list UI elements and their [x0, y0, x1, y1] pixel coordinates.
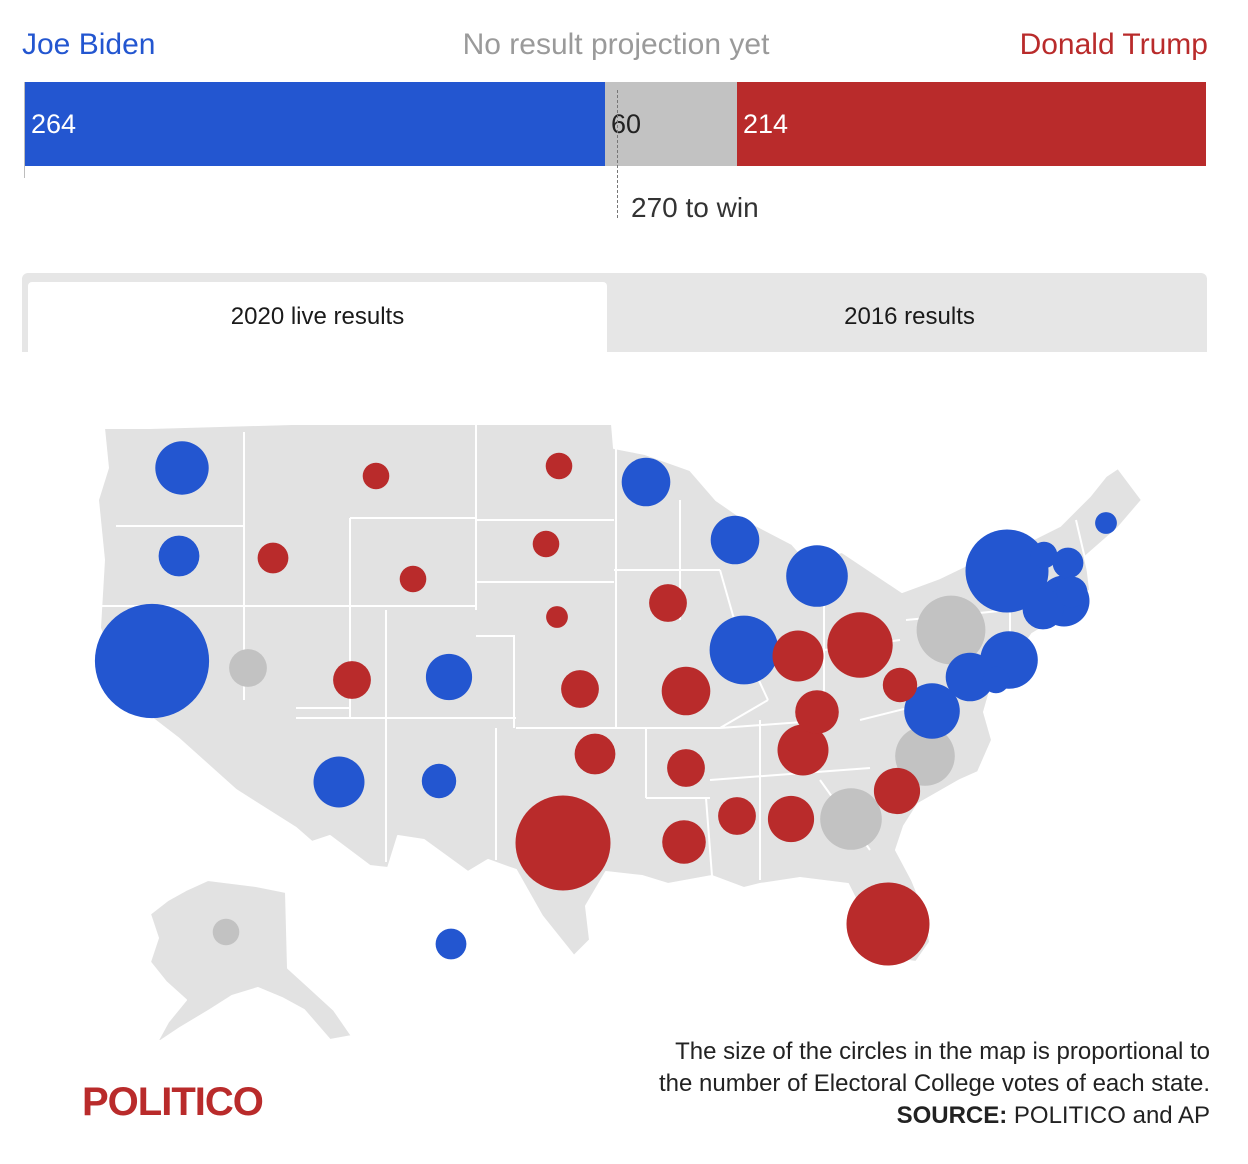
- source-text: POLITICO and AP: [1013, 1102, 1210, 1129]
- state-bubble-co[interactable]: [425, 653, 473, 701]
- state-bubble-ia[interactable]: [649, 584, 687, 622]
- state-bubble-ct[interactable]: [1022, 588, 1064, 630]
- state-bubble-ky[interactable]: [795, 690, 839, 734]
- state-bubble-ks[interactable]: [561, 670, 599, 708]
- state-bubble-ri[interactable]: [1056, 576, 1088, 608]
- state-bubble-ar[interactable]: [667, 749, 705, 787]
- no-result-label: No result projection yet: [462, 28, 770, 61]
- no-result-votes-value: 60: [611, 108, 642, 139]
- state-bubble-wv[interactable]: [882, 667, 918, 703]
- state-bubble-sd[interactable]: [532, 530, 560, 558]
- state-bubble-al[interactable]: [767, 795, 815, 843]
- state-bubble-wa[interactable]: [155, 441, 209, 495]
- state-bubble-ga[interactable]: [820, 788, 882, 850]
- state-bubble-vt[interactable]: [1030, 541, 1058, 569]
- state-bubble-mo[interactable]: [661, 666, 711, 716]
- state-bubble-me[interactable]: [1095, 512, 1117, 534]
- results-tabs: 2020 live results 2016 results: [22, 273, 1207, 352]
- bar-start-tick: [24, 82, 25, 178]
- state-bubble-nh[interactable]: [1052, 547, 1084, 579]
- win-threshold-label: 270 to win: [631, 192, 759, 223]
- no-result-segment: 60: [605, 82, 737, 166]
- trump-candidate-label: Donald Trump: [1019, 28, 1208, 61]
- trump-votes-value: 214: [743, 108, 789, 139]
- map-notes: The size of the circles in the map is pr…: [510, 1036, 1210, 1132]
- state-bubble-nm[interactable]: [421, 763, 457, 799]
- source-line: SOURCE: POLITICO and AP: [510, 1100, 1210, 1132]
- state-bubble-nc[interactable]: [895, 726, 955, 786]
- state-bubble-ut[interactable]: [333, 661, 371, 699]
- state-bubble-pa[interactable]: [916, 595, 986, 665]
- biden-candidate-label: Joe Biden: [22, 28, 156, 61]
- state-bubble-mn[interactable]: [621, 457, 671, 507]
- trump-votes-segment: 214: [737, 82, 1206, 166]
- win-threshold-line: [617, 90, 618, 218]
- state-bubble-il[interactable]: [709, 615, 779, 685]
- contiguous-us-shape: [97, 423, 1143, 963]
- electoral-vote-bar: 264 60 214: [25, 82, 1206, 166]
- note-line-1: The size of the circles in the map is pr…: [675, 1038, 1210, 1065]
- state-bubble-in[interactable]: [772, 630, 824, 682]
- state-bubble-oh[interactable]: [827, 612, 893, 678]
- state-bubble-md[interactable]: [945, 652, 995, 702]
- state-bubble-sc[interactable]: [873, 767, 921, 815]
- state-bubble-ny[interactable]: [965, 529, 1049, 613]
- state-bubble-or[interactable]: [158, 535, 200, 577]
- tab-2016-results[interactable]: 2016 results: [844, 303, 975, 330]
- state-bubble-ca[interactable]: [94, 603, 210, 719]
- state-bubble-mi[interactable]: [786, 545, 848, 607]
- biden-votes-segment: 264: [25, 82, 605, 166]
- us-land: [97, 423, 1143, 1040]
- state-bubble-ok[interactable]: [574, 733, 616, 775]
- state-bubble-az[interactable]: [313, 756, 365, 808]
- state-bubble-wy[interactable]: [399, 565, 427, 593]
- state-bubble-ak[interactable]: [212, 918, 240, 946]
- state-bubble-id[interactable]: [257, 542, 289, 574]
- note-line-2: the number of Electoral College votes of…: [659, 1070, 1210, 1097]
- state-bubble-wi[interactable]: [710, 515, 760, 565]
- state-bubble-nd[interactable]: [545, 452, 573, 480]
- state-bubble-fl[interactable]: [846, 882, 930, 966]
- politico-logo[interactable]: POLITICO: [82, 1080, 264, 1124]
- biden-votes-value: 264: [31, 108, 77, 139]
- state-bubble-ne[interactable]: [546, 606, 568, 628]
- state-bubble-mt[interactable]: [362, 462, 390, 490]
- state-bubble-tn[interactable]: [777, 724, 829, 776]
- alaska-shape: [149, 879, 353, 1040]
- us-electoral-map: [94, 423, 1143, 1040]
- state-bubble-ms[interactable]: [718, 797, 756, 835]
- state-bubbles: [94, 441, 1117, 966]
- state-bubble-la[interactable]: [662, 820, 706, 864]
- state-bubble-tx[interactable]: [515, 795, 611, 891]
- state-bubble-nv[interactable]: [229, 649, 267, 687]
- state-bubble-hi[interactable]: [435, 928, 467, 960]
- state-bubble-de[interactable]: [982, 666, 1010, 694]
- state-bubble-va[interactable]: [904, 683, 960, 739]
- tab-2020-live-results[interactable]: 2020 live results: [28, 282, 607, 352]
- source-label: SOURCE:: [896, 1102, 1008, 1129]
